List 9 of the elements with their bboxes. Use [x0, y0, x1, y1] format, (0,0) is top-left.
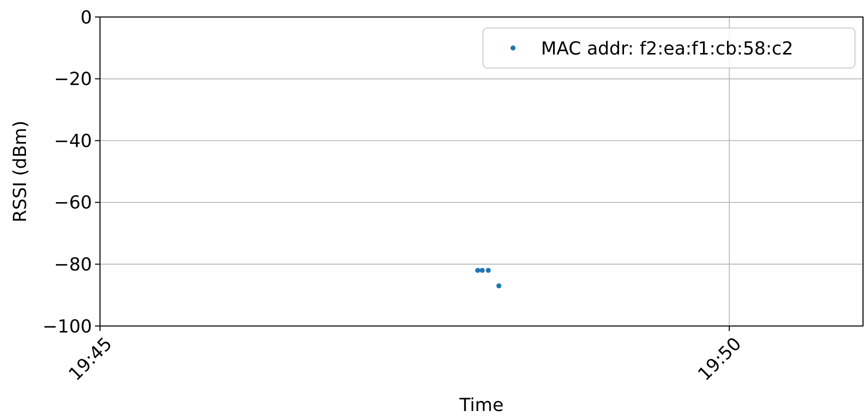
y-tick-label: −40: [54, 130, 92, 152]
legend-label: MAC addr: f2:ea:f1:cb:58:c2: [541, 38, 794, 60]
y-tick-label: −100: [42, 316, 92, 338]
y-axis-title: RSSI (dBm): [10, 120, 31, 222]
y-tick-label: −20: [54, 69, 92, 90]
y-tick-label: −80: [54, 254, 92, 276]
y-tick-label: −60: [54, 192, 92, 214]
y-tick-label: 0: [80, 7, 92, 28]
x-axis-title: Time: [458, 395, 504, 416]
